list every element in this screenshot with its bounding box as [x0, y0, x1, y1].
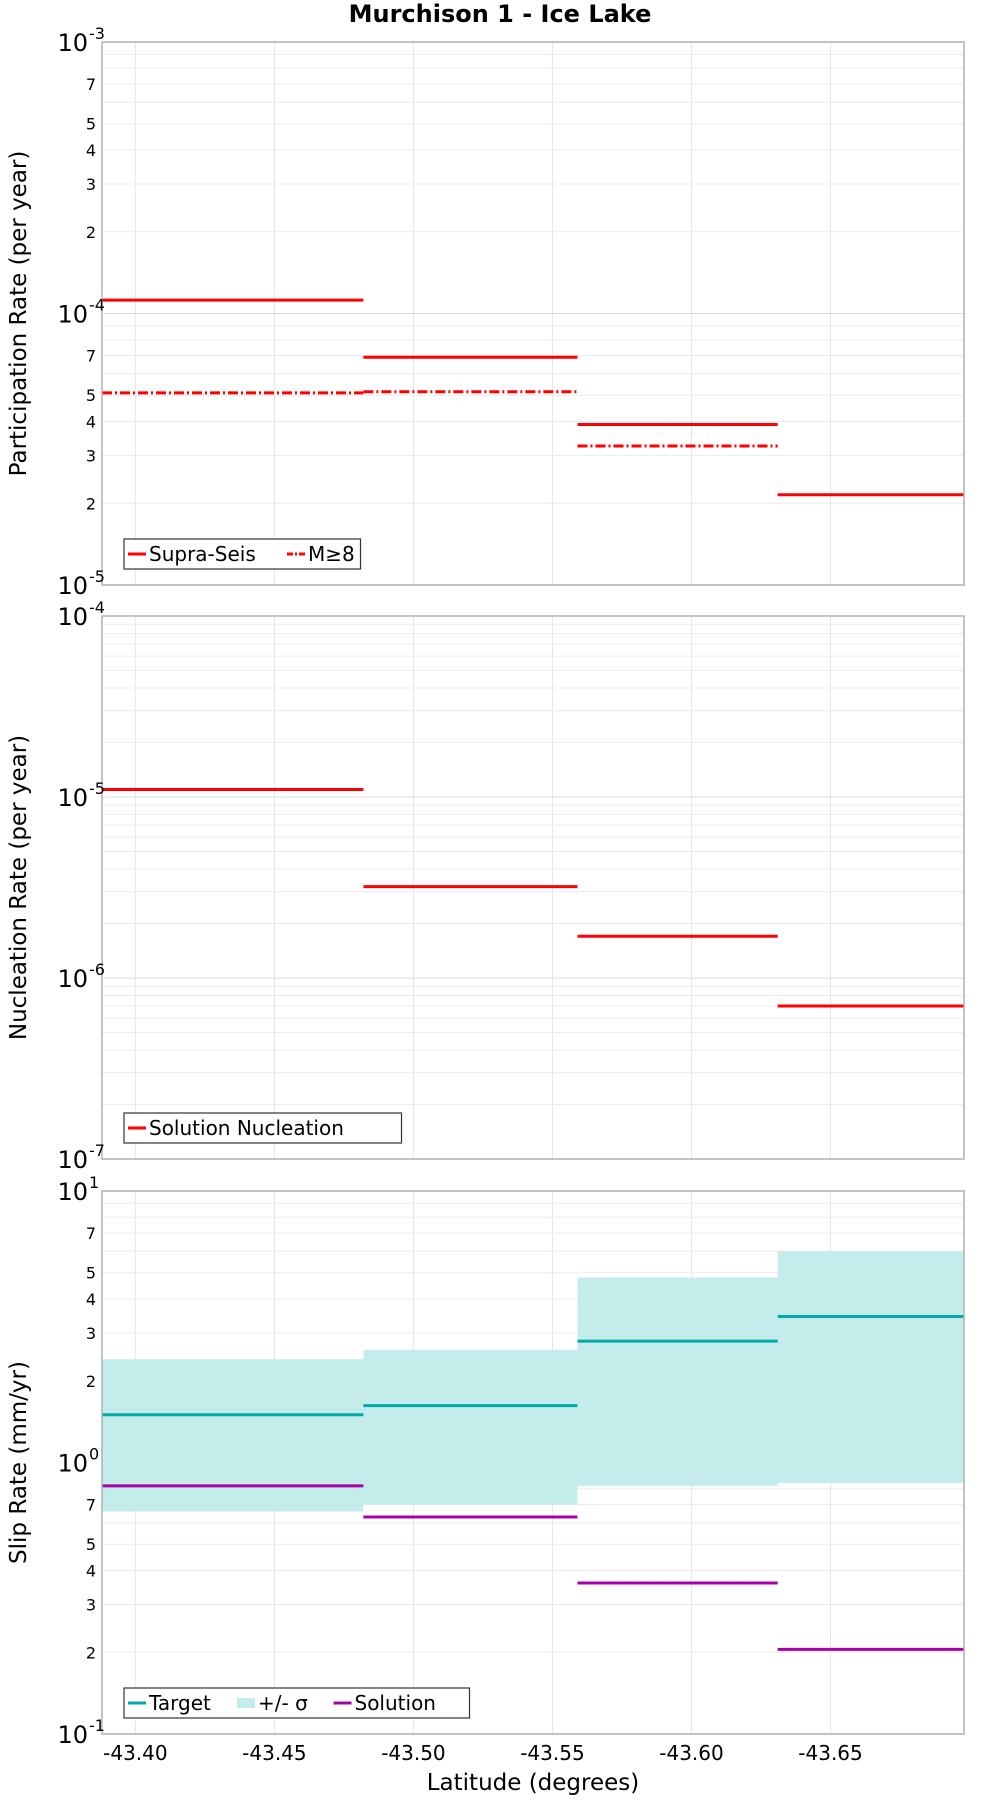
- y-minor-tick-label: 3: [86, 1595, 96, 1614]
- y-minor-tick-label: 3: [86, 446, 96, 465]
- x-tick-label: -43.45: [242, 1741, 306, 1765]
- y-tick-label: 10: [57, 1450, 88, 1478]
- y-tick-exponent: 1: [89, 1173, 99, 1192]
- legend-label: Supra-Seis: [149, 542, 256, 566]
- legend-swatch: [237, 1698, 255, 1708]
- legend: Target +/- σ Solution: [123, 1687, 471, 1719]
- y-tick-label: 10: [57, 965, 88, 993]
- y-minor-tick-label: 4: [86, 1290, 96, 1309]
- y-minor-tick-label: 7: [86, 75, 96, 94]
- y-minor-tick-label: 2: [86, 1643, 96, 1662]
- y-minor-tick-label: 2: [86, 1372, 96, 1391]
- y-minor-tick-label: 4: [86, 141, 96, 160]
- legend-label: Solution Nucleation: [149, 1116, 344, 1140]
- y-axis-label: Participation Rate (per year): [6, 151, 32, 477]
- y-tick-label: 10: [57, 1146, 88, 1174]
- y-tick-label: 10: [57, 784, 88, 812]
- sigma-band: [102, 1359, 364, 1512]
- y-tick-exponent: -7: [89, 1141, 105, 1160]
- sigma-band: [577, 1277, 778, 1486]
- plot-frame: [101, 615, 965, 1160]
- y-tick-exponent: -5: [89, 567, 105, 586]
- y-tick-exponent: 0: [89, 1445, 99, 1464]
- y-minor-tick-label: 5: [86, 386, 96, 405]
- y-tick-exponent: -5: [89, 779, 105, 798]
- y-tick-label: 10: [57, 572, 88, 600]
- y-tick-exponent: -4: [89, 296, 105, 315]
- y-tick-exponent: -6: [89, 960, 105, 979]
- sigma-band: [363, 1349, 578, 1505]
- legend: Solution Nucleation: [123, 1112, 403, 1144]
- y-minor-tick-label: 4: [86, 413, 96, 432]
- y-minor-tick-label: 3: [86, 175, 96, 194]
- x-tick-label: -43.60: [659, 1741, 723, 1765]
- legend-box: [123, 538, 362, 570]
- plot-frame: [101, 1190, 965, 1735]
- legend-box: [123, 1687, 471, 1719]
- legend-label: +/- σ: [258, 1691, 308, 1715]
- y-minor-tick-label: 2: [86, 223, 96, 242]
- y-axis-label: Nucleation Rate (per year): [6, 735, 32, 1040]
- y-tick-exponent: -3: [89, 24, 105, 43]
- y-minor-tick-label: 5: [86, 1535, 96, 1554]
- y-tick-exponent: -1: [89, 1716, 105, 1735]
- x-tick-label: -43.55: [520, 1741, 584, 1765]
- y-minor-tick-label: 4: [86, 1562, 96, 1581]
- y-tick-label: 10: [57, 29, 88, 57]
- x-tick-label: -43.40: [103, 1741, 167, 1765]
- y-tick-label: 10: [57, 1178, 88, 1206]
- y-tick-label: 10: [57, 1721, 88, 1749]
- legend-box: [123, 1112, 403, 1144]
- y-tick-exponent: -4: [89, 598, 105, 617]
- plot-frame: [101, 41, 965, 586]
- y-tick-label: 10: [57, 301, 88, 329]
- y-minor-tick-label: 3: [86, 1324, 96, 1343]
- y-minor-tick-label: 7: [86, 1224, 96, 1243]
- y-minor-tick-label: 2: [86, 494, 96, 513]
- y-minor-tick-label: 5: [86, 1264, 96, 1283]
- y-minor-tick-label: 7: [86, 1496, 96, 1515]
- y-axis-label: Slip Rate (mm/yr): [6, 1361, 32, 1564]
- x-tick-label: -43.50: [381, 1741, 445, 1765]
- legend: Supra-Seis M≥8: [123, 538, 362, 570]
- legend-label: Target: [148, 1691, 211, 1715]
- x-tick-label: -43.65: [798, 1741, 862, 1765]
- sigma-band: [777, 1251, 964, 1484]
- y-tick-label: 10: [57, 603, 88, 631]
- y-minor-tick-label: 5: [86, 115, 96, 134]
- x-axis-label: Latitude (degrees): [427, 1770, 640, 1796]
- legend-label: Solution: [355, 1691, 436, 1715]
- chart-title: Murchison 1 - Ice Lake: [349, 0, 652, 28]
- y-minor-tick-label: 7: [86, 347, 96, 366]
- legend-label: M≥8: [308, 542, 355, 566]
